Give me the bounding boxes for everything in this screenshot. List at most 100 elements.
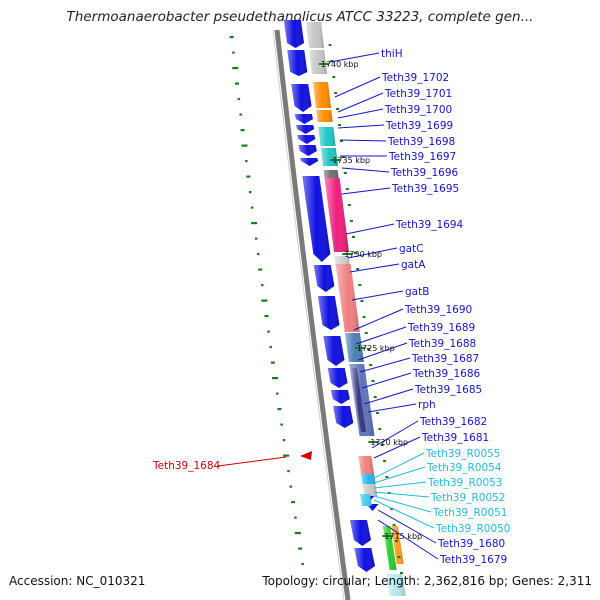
gene-arrow-shading <box>323 336 345 366</box>
gene-label[interactable]: Teth39_1695 <box>391 183 459 195</box>
label-leader-line <box>373 436 421 459</box>
gc-tick <box>229 36 234 39</box>
gene-arrow-shading <box>287 50 308 76</box>
gc-tick <box>261 299 268 302</box>
gene-label[interactable]: Teth39_1687 <box>411 353 479 365</box>
scale-minor-tick <box>347 204 351 206</box>
gc-tick <box>251 222 258 225</box>
gene-block-shading <box>324 178 350 252</box>
label-leader-line <box>351 290 404 301</box>
accession-text: Accession: NC_010321 <box>9 574 146 588</box>
gene-label[interactable]: Teth39_R0051 <box>432 507 508 519</box>
gene-label[interactable]: Teth39_R0054 <box>426 462 502 474</box>
gc-tick <box>289 485 293 488</box>
label-leader-line <box>373 491 430 498</box>
gene-label-track: thiH Teth39_1702 Teth39_1701 Teth39_1700 Tet… <box>152 48 511 566</box>
gene-label[interactable]: gatB <box>405 286 429 298</box>
scale-tick-label: 1740 kbp <box>321 60 359 69</box>
gene-label[interactable]: Teth39_1700 <box>384 104 452 116</box>
gene-label[interactable]: Teth39_1689 <box>407 322 475 334</box>
gc-tick <box>277 408 282 411</box>
gene-arrow-shading <box>291 84 312 112</box>
gc-tick <box>264 315 269 318</box>
gene-label[interactable]: Teth39_R0052 <box>430 492 506 504</box>
highlighted-gene-label[interactable]: Teth39_1684 <box>152 460 221 472</box>
gene-label[interactable]: Teth39_1697 <box>388 151 456 163</box>
gene-label[interactable]: Teth39_R0050 <box>435 523 511 535</box>
gc-tick <box>283 454 290 457</box>
gene-label[interactable]: Teth39_1699 <box>385 120 453 132</box>
gene-arrow-shading <box>294 114 313 124</box>
gene-label[interactable]: gatA <box>401 259 426 271</box>
scale-minor-tick <box>382 460 386 462</box>
scale-minor-tick <box>332 76 336 78</box>
gene-label[interactable]: Teth39_1701 <box>384 88 452 100</box>
scale-minor-tick <box>397 556 401 558</box>
scale-minor-tick <box>390 508 394 510</box>
label-leader-line <box>339 139 387 142</box>
gene-block-shading <box>358 456 375 474</box>
scale-minor-tick <box>378 428 382 430</box>
gene-block-shading <box>362 484 378 496</box>
gene-label[interactable]: Teth39_1686 <box>412 368 481 380</box>
gc-tick <box>254 237 258 240</box>
label-leader-line <box>337 108 384 119</box>
map-title: Thermoanaerobacter pseudethanolicus ATCC… <box>66 9 534 25</box>
gc-tick <box>256 253 260 256</box>
gene-label[interactable]: Teth39_1680 <box>437 538 505 550</box>
gene-block-shading <box>312 82 332 108</box>
gene-block-shading <box>306 22 325 48</box>
gene-label[interactable]: Teth39_1690 <box>404 304 472 316</box>
gene-label[interactable]: Teth39_1702 <box>381 72 449 84</box>
gc-tick <box>294 532 301 535</box>
label-leader-line <box>347 247 398 259</box>
scale-minor-tick <box>360 300 364 302</box>
gc-tick <box>232 51 235 54</box>
gene-block-shading <box>344 333 364 362</box>
gene-label[interactable]: Teth39_1681 <box>421 432 489 444</box>
gene-block-shading <box>360 494 372 506</box>
gc-tick <box>245 160 248 163</box>
label-leader-line <box>373 452 425 479</box>
gene-label[interactable]: Teth39_1685 <box>414 384 482 396</box>
gene-arrow-shading <box>298 145 317 156</box>
gene-label[interactable]: thiH <box>381 48 403 60</box>
scale-minor-tick <box>376 412 380 414</box>
scale-minor-tick <box>364 332 368 334</box>
scale-minor-tick <box>343 172 347 174</box>
label-leader-line <box>377 519 439 560</box>
gene-label[interactable]: Teth39_1679 <box>439 554 507 566</box>
scale-tick-label: 1720 kbp <box>370 438 408 447</box>
scale-minor-tick <box>349 220 353 222</box>
label-leader-line <box>373 466 426 484</box>
label-leader-line <box>363 388 414 405</box>
genome-backbone-inner <box>272 29 345 600</box>
gene-block-shading <box>390 526 404 564</box>
gene-label[interactable]: rph <box>418 399 436 411</box>
gene-label[interactable]: Teth39_1694 <box>395 219 464 231</box>
scale-minor-tick <box>339 140 343 142</box>
gene-label[interactable]: Teth39_1696 <box>390 167 459 179</box>
scale-minor-tick <box>345 188 349 190</box>
gene-block-shading <box>351 368 366 432</box>
scale-minor-tick <box>341 156 345 158</box>
scale-minor-tick <box>358 284 362 286</box>
scale-minor-tick <box>380 444 384 446</box>
gene-label[interactable]: Teth39_1688 <box>408 338 476 350</box>
gene-label[interactable]: Teth39_1698 <box>387 136 455 148</box>
scale-minor-tick <box>366 348 370 350</box>
gc-tick <box>239 113 242 116</box>
scale-minor-tick <box>392 524 396 526</box>
label-leader-line <box>373 495 432 513</box>
label-leader-line <box>337 92 384 113</box>
gene-label[interactable]: Teth39_R0053 <box>427 477 503 489</box>
gene-arrow-shading <box>354 548 375 572</box>
gene-label[interactable]: Teth39_R0055 <box>425 448 501 460</box>
gc-tick <box>280 423 283 426</box>
gene-label[interactable]: gatC <box>399 243 424 255</box>
gene-label[interactable]: Teth39_1682 <box>419 416 487 428</box>
scale-minor-tick <box>354 252 358 254</box>
label-leader-line <box>341 187 391 195</box>
gene-block-shading <box>386 574 406 596</box>
